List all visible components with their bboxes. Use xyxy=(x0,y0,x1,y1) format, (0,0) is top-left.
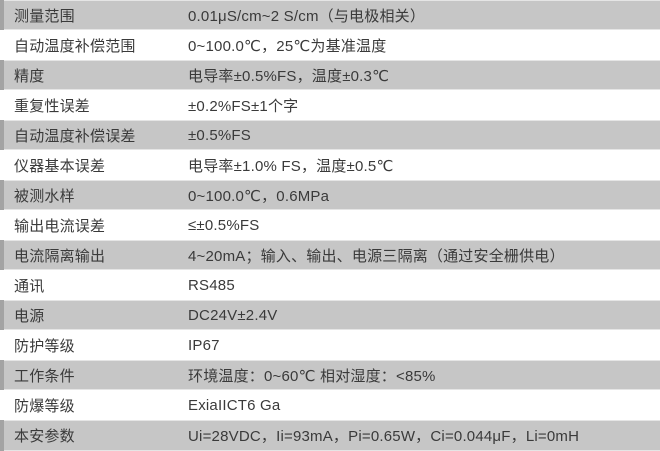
spec-value: ±0.2%FS±1个字 xyxy=(188,97,299,115)
table-row: 精度 电导率±0.5%FS，温度±0.3℃ xyxy=(0,60,660,90)
spec-value: 0.01μS/cm~2 S/cm（与电极相关） xyxy=(188,7,426,25)
spec-label: 自动温度补偿范围 xyxy=(14,37,136,55)
spec-label: 测量范围 xyxy=(14,7,75,25)
spec-value: 电导率±0.5%FS，温度±0.3℃ xyxy=(188,67,390,85)
table-row: 本安参数 Ui=28VDC，Ii=93mA，Pi=0.65W，Ci=0.044μF… xyxy=(0,420,660,451)
table-row: 自动温度补偿误差 ±0.5%FS xyxy=(0,120,660,150)
spec-value: DC24V±2.4V xyxy=(188,306,278,324)
table-row: 被测水样 0~100.0℃，0.6MPa xyxy=(0,180,660,210)
table-row: 电流隔离输出 4~20mA；输入、输出、电源三隔离（通过安全栅供电） xyxy=(0,240,660,270)
table-row: 工作条件 环境温度：0~60℃ 相对湿度：<85% xyxy=(0,360,660,390)
table-row: 自动温度补偿范围 0~100.0℃，25℃为基准温度 xyxy=(0,30,660,60)
spec-value: 电导率±1.0% FS，温度±0.5℃ xyxy=(188,157,394,175)
table-row: 防爆等级 ExiaIICT6 Ga xyxy=(0,390,660,420)
spec-value: IP67 xyxy=(188,336,220,354)
spec-value: RS485 xyxy=(188,276,235,294)
table-row: 重复性误差 ±0.2%FS±1个字 xyxy=(0,90,660,120)
spec-value: 0~100.0℃，0.6MPa xyxy=(188,187,330,205)
spec-label: 电流隔离输出 xyxy=(14,247,106,265)
spec-label: 通讯 xyxy=(14,277,45,295)
spec-label: 重复性误差 xyxy=(14,97,91,115)
spec-value: ≤±0.5%FS xyxy=(188,216,260,234)
table-row: 输出电流误差 ≤±0.5%FS xyxy=(0,210,660,240)
spec-label: 被测水样 xyxy=(14,187,75,205)
spec-value: 环境温度：0~60℃ 相对湿度：<85% xyxy=(188,367,436,385)
spec-label: 防爆等级 xyxy=(14,397,75,415)
spec-label: 自动温度补偿误差 xyxy=(14,127,136,145)
table-row: 电源 DC24V±2.4V xyxy=(0,300,660,330)
spec-value: Ui=28VDC，Ii=93mA，Pi=0.65W，Ci=0.044μF，Li=… xyxy=(188,428,580,445)
spec-value: 4~20mA；输入、输出、电源三隔离（通过安全栅供电） xyxy=(188,247,565,265)
table-row: 测量范围 0.01μS/cm~2 S/cm（与电极相关） xyxy=(0,0,660,30)
spec-value: ExiaIICT6 Ga xyxy=(188,396,281,414)
table-row: 防护等级 IP67 xyxy=(0,330,660,360)
spec-label: 工作条件 xyxy=(14,367,75,385)
spec-label: 仪器基本误差 xyxy=(14,157,106,175)
spec-label: 防护等级 xyxy=(14,337,75,355)
spec-label: 精度 xyxy=(14,67,45,85)
table-row: 通讯 RS485 xyxy=(0,270,660,300)
spec-value: ±0.5%FS xyxy=(188,126,251,144)
spec-label: 电源 xyxy=(14,307,45,325)
spec-value: 0~100.0℃，25℃为基准温度 xyxy=(188,37,387,55)
table-row: 仪器基本误差 电导率±1.0% FS，温度±0.5℃ xyxy=(0,150,660,180)
spec-label: 本安参数 xyxy=(14,428,75,445)
spec-label: 输出电流误差 xyxy=(14,217,106,235)
